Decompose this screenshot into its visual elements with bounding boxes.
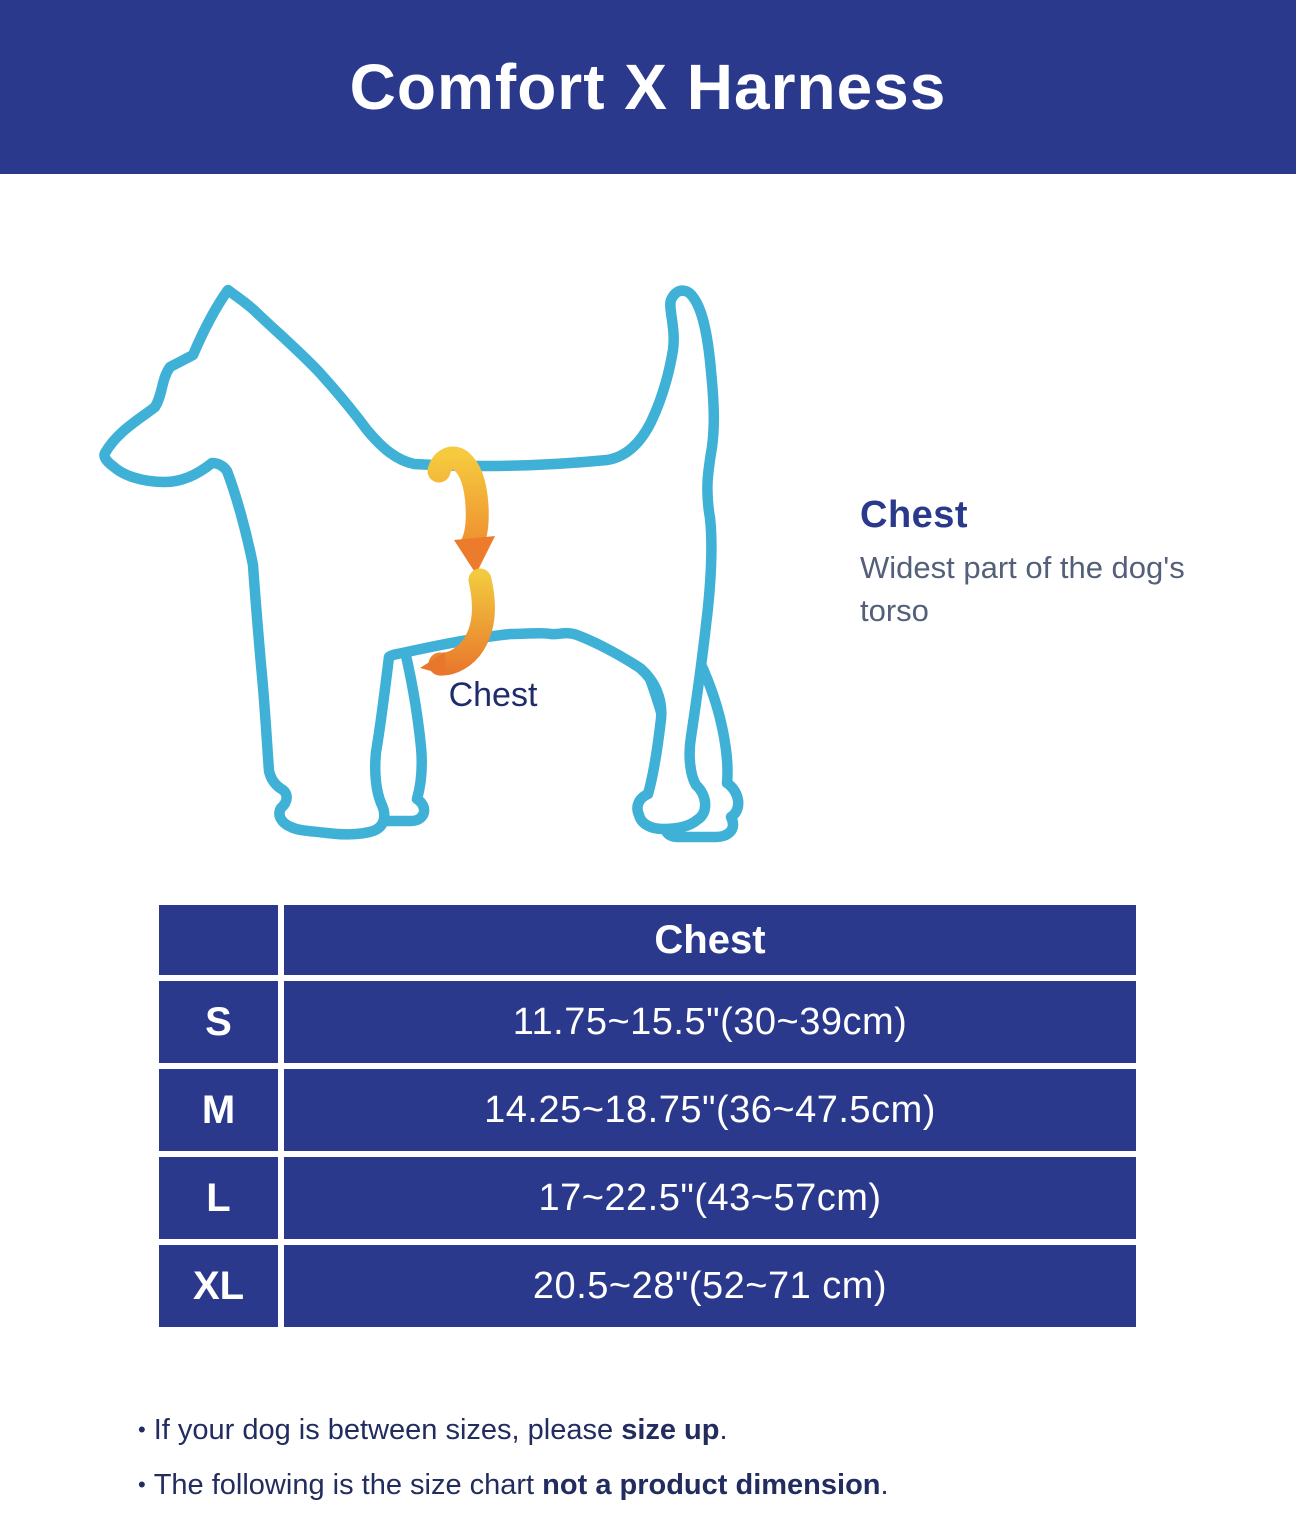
annotation-description: Widest part of the dog's torso bbox=[860, 550, 1185, 628]
annotation-title: Chest bbox=[860, 494, 969, 536]
dog-outline-illustration bbox=[99, 284, 744, 843]
page-title: Comfort X Harness bbox=[349, 51, 947, 123]
footnotes: • If your dog is between sizes, please s… bbox=[138, 1414, 1188, 1524]
chest-band-top bbox=[427, 446, 489, 556]
dog-chest-label: Chest bbox=[448, 676, 538, 714]
chest-value-l: 17~22.5"(43~57cm) bbox=[284, 1157, 1136, 1239]
bullet-icon: • bbox=[138, 1472, 146, 1497]
dog-illustration bbox=[95, 275, 785, 855]
chest-band-tip bbox=[420, 652, 446, 675]
table-header-chest: Chest bbox=[284, 905, 1136, 975]
size-label-l: L bbox=[159, 1157, 278, 1239]
header-banner: Comfort X Harness bbox=[0, 0, 1296, 174]
note-not-product-dimension: • The following is the size chart not a … bbox=[138, 1469, 1188, 1502]
note-text: The following is the size chart not a pr… bbox=[153, 1469, 889, 1501]
note-text: If your dog is between sizes, please siz… bbox=[153, 1414, 728, 1446]
chest-value-s: 11.75~15.5"(30~39cm) bbox=[284, 981, 1136, 1063]
chest-value-xl: 20.5~28"(52~71 cm) bbox=[284, 1245, 1136, 1327]
chest-band-bottom bbox=[428, 568, 495, 676]
size-table: Chest S 11.75~15.5"(30~39cm) M 14.25~18.… bbox=[159, 905, 1136, 1327]
note-size-up: • If your dog is between sizes, please s… bbox=[138, 1414, 1188, 1447]
chest-annotation: Chest Widest part of the dog's torso bbox=[860, 494, 1190, 633]
size-label-s: S bbox=[159, 981, 278, 1063]
size-label-m: M bbox=[159, 1069, 278, 1151]
chest-band-arrowhead bbox=[454, 536, 495, 574]
table-header-empty-cell bbox=[159, 905, 278, 975]
size-label-xl: XL bbox=[159, 1245, 278, 1327]
chest-value-m: 14.25~18.75"(36~47.5cm) bbox=[284, 1069, 1136, 1151]
bullet-icon: • bbox=[138, 1417, 146, 1442]
